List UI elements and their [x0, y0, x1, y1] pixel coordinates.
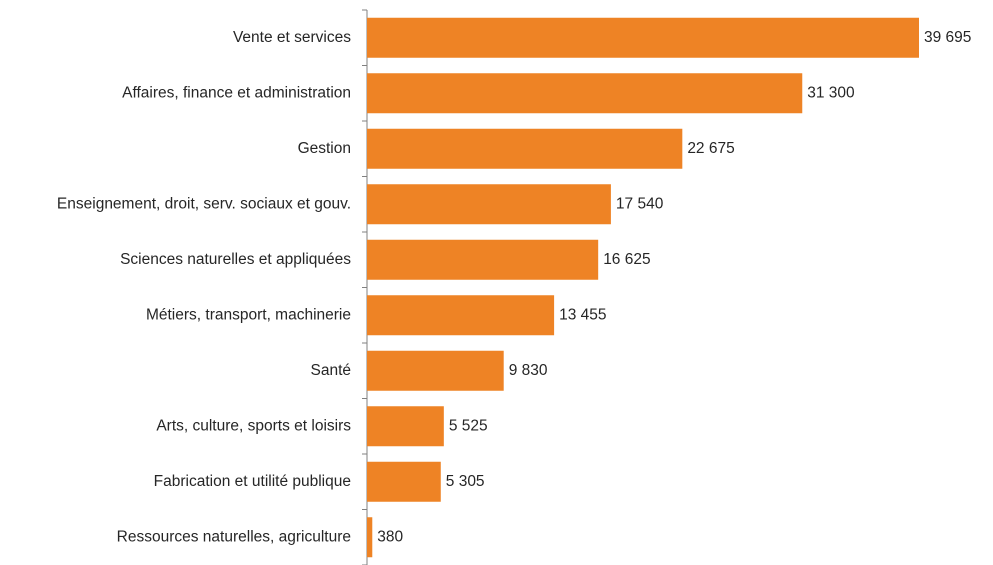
bar — [367, 295, 555, 336]
bar — [367, 406, 444, 447]
value-label: 5 305 — [446, 473, 485, 490]
bar — [367, 184, 611, 225]
bar — [367, 128, 683, 169]
value-label: 22 675 — [687, 140, 734, 157]
category-label: Sciences naturelles et appliquées — [120, 251, 351, 268]
value-label: 380 — [377, 528, 403, 545]
value-label: 9 830 — [509, 362, 548, 379]
category-label: Enseignement, droit, serv. sociaux et go… — [57, 195, 351, 212]
bar — [367, 239, 599, 280]
category-label: Affaires, finance et administration — [122, 84, 351, 101]
value-label: 16 625 — [603, 251, 650, 268]
category-label: Vente et services — [233, 29, 351, 46]
bar — [367, 350, 504, 391]
category-label: Ressources naturelles, agriculture — [117, 528, 351, 545]
bar — [367, 461, 441, 502]
bar — [367, 73, 803, 114]
bar — [367, 517, 373, 558]
value-label: 17 540 — [616, 195, 664, 212]
category-label: Santé — [310, 362, 351, 379]
value-label: 31 300 — [807, 84, 855, 101]
value-label: 5 525 — [449, 417, 488, 434]
category-label: Gestion — [298, 140, 351, 157]
bar — [367, 17, 919, 58]
value-label: 13 455 — [559, 306, 606, 323]
category-label: Arts, culture, sports et loisirs — [156, 417, 351, 434]
category-label: Métiers, transport, machinerie — [146, 306, 351, 323]
value-label: 39 695 — [924, 29, 971, 46]
category-label: Fabrication et utilité publique — [154, 473, 351, 490]
